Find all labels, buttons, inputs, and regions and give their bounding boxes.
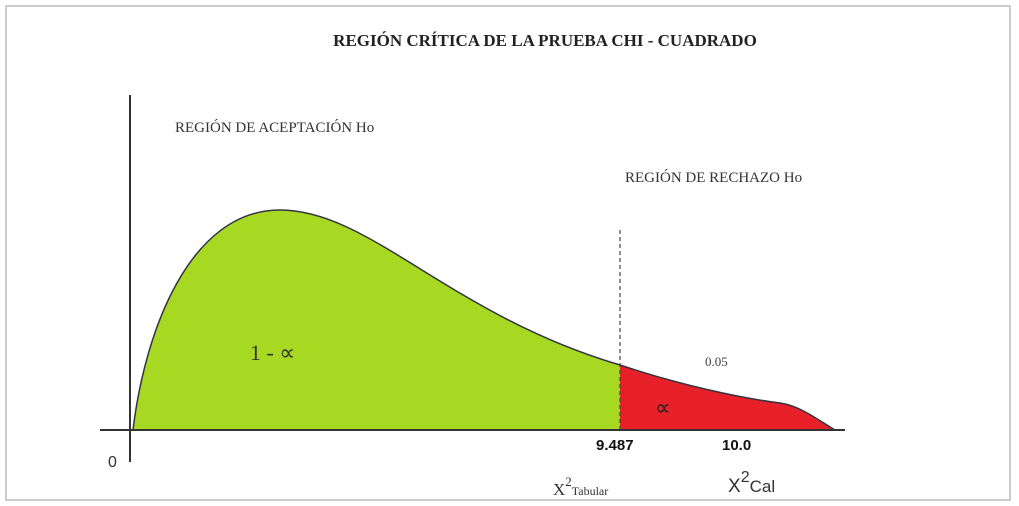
subscript: Cal <box>750 477 776 496</box>
subscript: Tabular <box>572 484 608 498</box>
x-tabular-label: X2Tabular <box>553 474 608 499</box>
acceptance-area <box>133 210 620 430</box>
rejection-label: REGIÓN DE RECHAZO Ho <box>625 169 802 186</box>
symbol: X <box>553 480 565 499</box>
title: REGIÓN CRÍTICA DE LA PRUEBA CHI - CUADRA… <box>333 31 757 50</box>
x-cal-label: X2Cal <box>728 469 775 497</box>
exponent: 2 <box>741 469 750 486</box>
alpha-value: 0.05 <box>705 354 728 369</box>
symbol: X <box>728 476 741 497</box>
critical-value: 9.487 <box>596 437 634 454</box>
exponent: 2 <box>565 474 572 489</box>
acceptance-label: REGIÓN DE ACEPTACIÓN Ho <box>175 119 374 136</box>
rejection-area-label: ∝ <box>655 395 671 420</box>
density-curve <box>132 209 836 431</box>
origin-label: 0 <box>108 454 117 471</box>
calculated-value: 10.0 <box>722 437 751 454</box>
acceptance-area-label: 1 - ∝ <box>250 340 295 365</box>
